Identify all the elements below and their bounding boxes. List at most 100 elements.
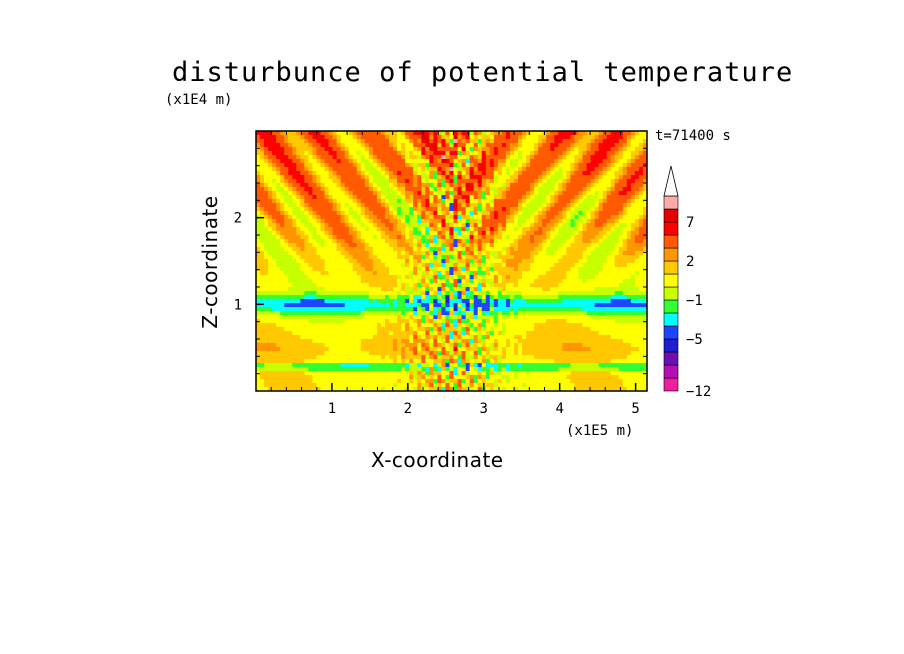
field-cell: [280, 299, 285, 304]
field-cell: [397, 231, 402, 236]
field-cell: [280, 307, 285, 312]
field-cell: [634, 203, 640, 208]
field-cell: [336, 223, 342, 228]
field-cell: [530, 287, 535, 292]
field-cell: [570, 199, 576, 204]
field-cell: [340, 259, 346, 264]
field-cell: [300, 331, 305, 336]
field-cell: [485, 183, 491, 188]
field-cell: [409, 303, 414, 308]
field-cell: [614, 271, 620, 276]
field-cell: [384, 315, 390, 320]
field-cell: [368, 239, 374, 244]
field-cell: [574, 327, 580, 332]
field-cell: [256, 243, 261, 248]
field-cell: [489, 239, 495, 244]
field-cell: [336, 227, 342, 232]
field-cell: [332, 239, 338, 244]
field-cell: [348, 219, 354, 224]
field-cell: [276, 199, 281, 204]
field-cell: [405, 247, 410, 252]
field-cell: [461, 207, 467, 212]
field-cell: [513, 227, 519, 232]
field-cell: [626, 199, 632, 204]
field-cell: [558, 227, 563, 232]
field-cell: [312, 143, 318, 148]
field-cell: [308, 323, 314, 328]
field-cell: [288, 147, 293, 152]
field-cell: [550, 239, 555, 244]
field-cell: [308, 211, 314, 216]
field-cell: [602, 295, 608, 300]
field-cell: [284, 259, 289, 264]
field-cell: [457, 311, 463, 316]
field-cell: [413, 167, 418, 172]
field-cell: [505, 275, 511, 280]
field-cell: [570, 147, 576, 152]
field-cell: [570, 191, 576, 196]
field-cell: [437, 239, 443, 244]
field-cell: [292, 143, 297, 148]
field-cell: [405, 211, 410, 216]
field-cell: [618, 219, 624, 224]
field-cell: [256, 219, 261, 224]
field-cell: [425, 159, 430, 164]
field-cell: [469, 211, 475, 216]
field-cell: [558, 251, 563, 256]
field-cell: [332, 211, 338, 216]
field-cell: [554, 215, 559, 220]
field-cell: [578, 259, 584, 264]
field-cell: [344, 323, 350, 328]
field-cell: [638, 203, 644, 208]
field-cell: [441, 243, 447, 248]
field-cell: [562, 319, 567, 324]
field-cell: [413, 271, 418, 276]
field-cell: [546, 167, 551, 172]
field-cell: [344, 215, 350, 220]
field-cell: [384, 143, 390, 148]
field-cell: [264, 219, 269, 224]
field-cell: [626, 131, 632, 136]
field-cell: [405, 195, 410, 200]
field-cell: [433, 251, 438, 256]
field-cell: [570, 215, 576, 220]
field-cell: [441, 159, 447, 164]
field-cell: [413, 191, 418, 196]
field-cell: [602, 231, 608, 236]
field-cell: [328, 187, 334, 192]
field-cell: [393, 203, 398, 208]
field-cell: [352, 307, 358, 312]
field-cell: [425, 131, 430, 136]
field-cell: [638, 259, 644, 264]
field-cell: [437, 215, 443, 220]
field-cell: [324, 223, 330, 228]
field-cell: [558, 279, 563, 284]
field-cell: [393, 247, 398, 252]
field-cell: [425, 291, 430, 296]
field-cell: [562, 227, 567, 232]
field-cell: [308, 203, 314, 208]
field-cell: [578, 283, 584, 288]
field-cell: [360, 247, 366, 252]
field-cell: [642, 151, 647, 156]
field-cell: [630, 251, 636, 256]
field-cell: [570, 239, 576, 244]
field-cell: [384, 203, 390, 208]
field-cell: [260, 299, 265, 304]
field-cell: [526, 315, 531, 320]
field-cell: [538, 275, 543, 280]
field-cell: [360, 175, 366, 180]
field-cell: [308, 183, 314, 188]
field-cell: [320, 203, 326, 208]
field-cell: [260, 331, 265, 336]
field-cell: [348, 303, 354, 308]
field-cell: [614, 231, 620, 236]
field-cell: [380, 335, 386, 340]
field-cell: [554, 271, 559, 276]
field-cell: [437, 267, 443, 272]
field-cell: [405, 227, 410, 232]
field-cell: [602, 251, 608, 256]
field-cell: [352, 143, 358, 148]
field-cell: [401, 187, 406, 192]
field-cell: [348, 155, 354, 160]
